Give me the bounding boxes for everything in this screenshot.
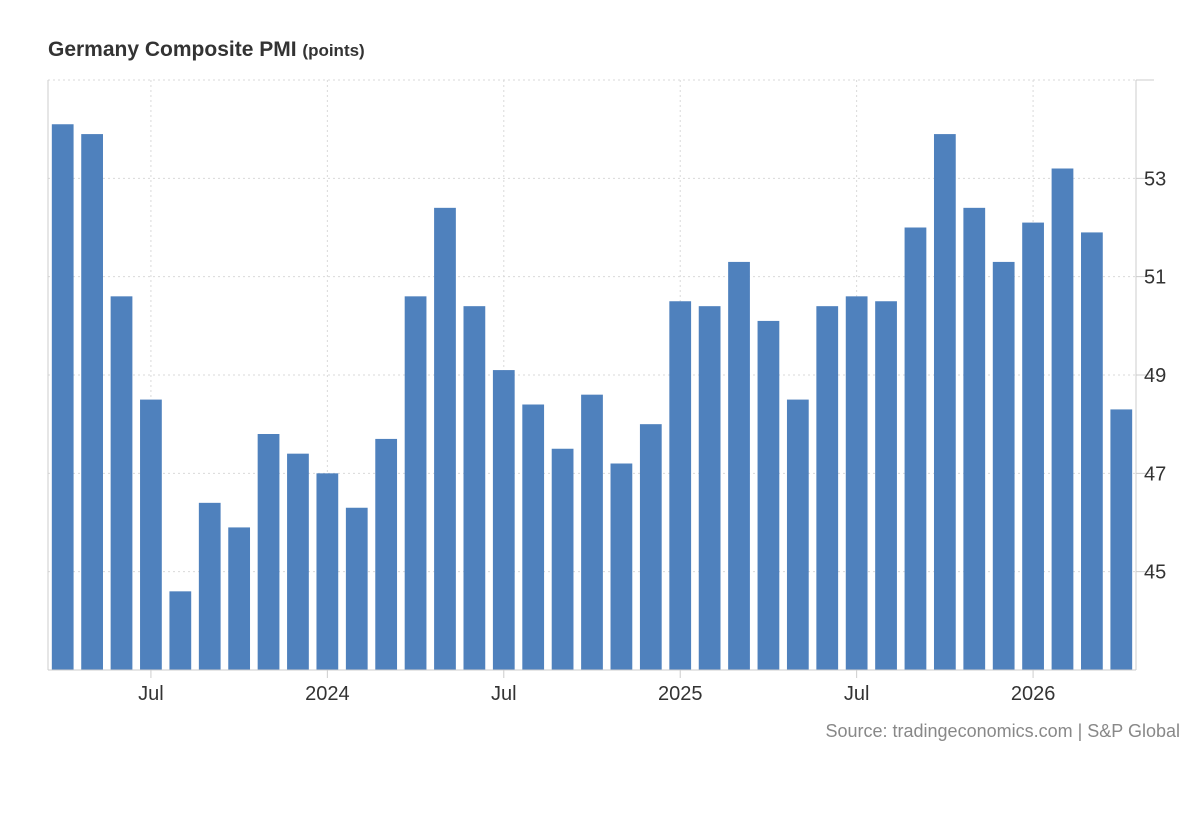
- x-tick-label: Jul: [138, 683, 164, 705]
- bar: [228, 527, 251, 670]
- bar: [404, 296, 427, 670]
- x-tick-label: Jul: [844, 683, 870, 705]
- bar: [287, 453, 309, 670]
- bar: [669, 301, 692, 670]
- y-axis-ticks: 45 47 49 51 53: [1144, 168, 1166, 583]
- chart-title-text: Germany Composite PMI: [48, 38, 297, 61]
- bar: [933, 134, 956, 671]
- bar: [639, 424, 662, 670]
- bar: [345, 507, 368, 670]
- bar: [1110, 409, 1133, 670]
- bar: [786, 399, 809, 670]
- bar: [875, 301, 897, 670]
- bar: [492, 370, 515, 670]
- axes: [47, 79, 1154, 671]
- bar: [581, 394, 603, 670]
- x-tick-label: 2026: [1011, 683, 1056, 705]
- bar: [522, 404, 545, 670]
- bar: [845, 296, 868, 670]
- bar: [963, 207, 986, 671]
- bar: [816, 306, 839, 670]
- x-axis-ticks: Jul 2024 Jul 2025 Jul 2026: [138, 670, 1055, 705]
- chart-unit: (points): [302, 41, 365, 60]
- bar: [140, 399, 162, 670]
- bar: [992, 261, 1015, 670]
- chart-title: Germany Composite PMI (points): [48, 38, 365, 62]
- x-tick-label: 2025: [658, 683, 703, 705]
- bar: [257, 434, 280, 670]
- bar: [81, 134, 103, 671]
- x-tick-label: 2024: [305, 683, 350, 705]
- bar: [169, 591, 192, 670]
- bar: [434, 207, 456, 671]
- bar: [51, 124, 74, 670]
- bar: [757, 320, 780, 670]
- bar: [375, 438, 398, 670]
- bar: [1051, 168, 1074, 670]
- bar: [610, 463, 633, 670]
- y-tick-label: 51: [1144, 267, 1166, 289]
- bar-series: [51, 124, 1133, 671]
- bar: [316, 473, 339, 670]
- bar: [1022, 222, 1044, 671]
- bar: [551, 448, 574, 670]
- bar: [728, 261, 750, 670]
- bar: [1081, 232, 1103, 670]
- bar: [198, 502, 221, 670]
- x-tick-label: Jul: [491, 683, 517, 705]
- y-tick-label: 45: [1144, 562, 1166, 584]
- bar: [463, 306, 486, 670]
- y-tick-label: 53: [1144, 168, 1166, 190]
- bar: [904, 227, 927, 670]
- bar: [698, 306, 721, 670]
- y-tick-label: 47: [1144, 463, 1166, 485]
- y-tick-label: 49: [1144, 365, 1166, 387]
- source-note: Source: tradingeconomics.com | S&P Globa…: [825, 721, 1180, 741]
- bar: [110, 296, 133, 670]
